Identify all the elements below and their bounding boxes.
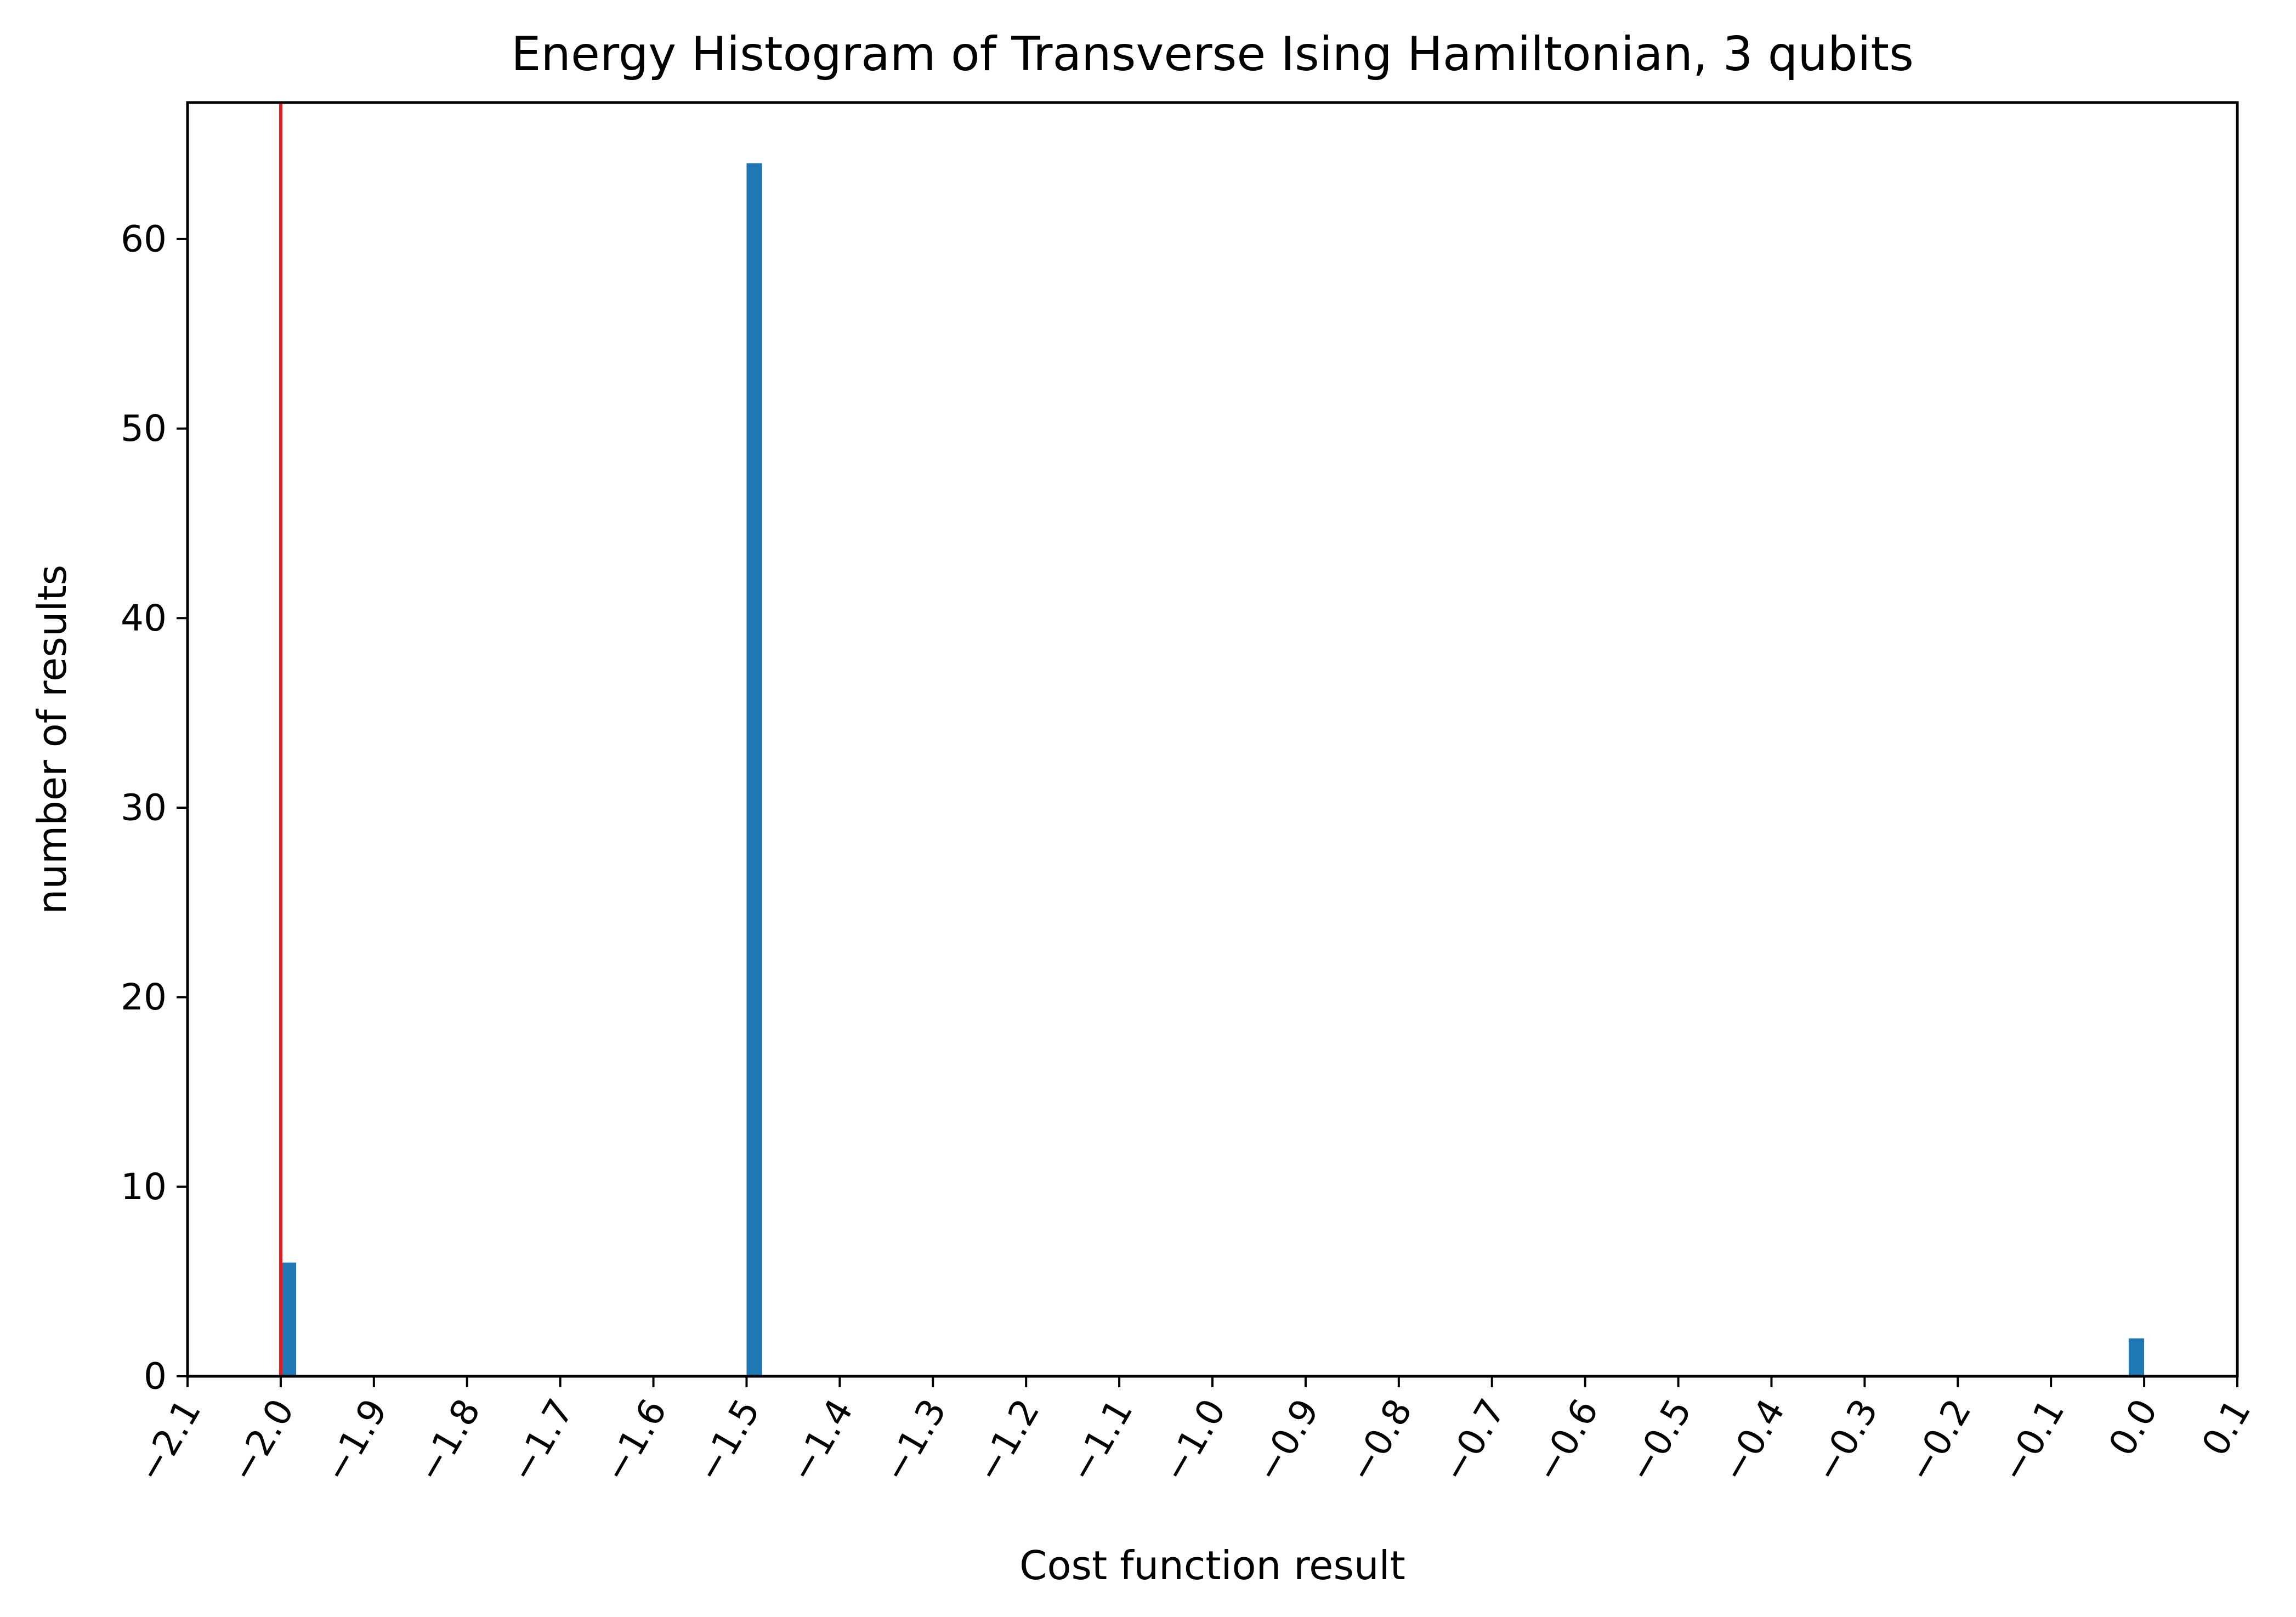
y-tick-label: 60 bbox=[121, 218, 167, 260]
chart-title: Energy Histogram of Transverse Ising Ham… bbox=[511, 27, 1914, 82]
y-axis-title: number of results bbox=[29, 565, 75, 914]
y-tick-label: 10 bbox=[121, 1166, 167, 1208]
histogram-bar bbox=[2128, 1338, 2145, 1376]
y-tick-label: 50 bbox=[121, 407, 167, 450]
x-axis-title: Cost function result bbox=[1019, 1542, 1405, 1588]
y-axis: 0 10 20 30 40 50 60 bbox=[121, 218, 188, 1398]
y-tick-label: 20 bbox=[121, 976, 167, 1018]
y-tick-label: 0 bbox=[144, 1355, 167, 1398]
histogram-bar bbox=[746, 163, 762, 1376]
bars-layer bbox=[280, 163, 2145, 1376]
y-tick-label: 40 bbox=[121, 597, 167, 639]
y-tick-label: 30 bbox=[121, 786, 167, 829]
histogram-bar bbox=[280, 1262, 297, 1376]
